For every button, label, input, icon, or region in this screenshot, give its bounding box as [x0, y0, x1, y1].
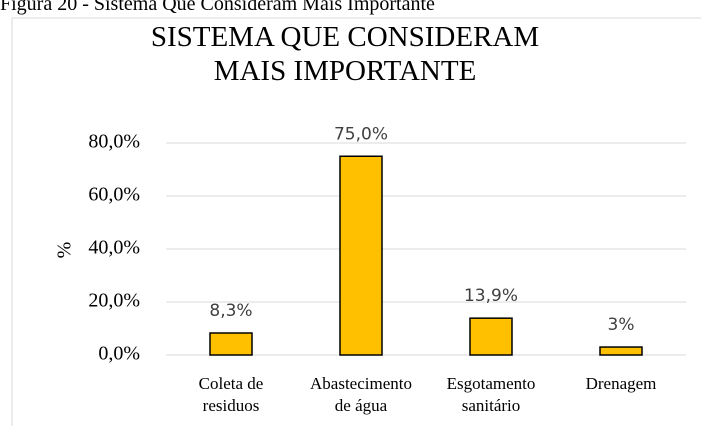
- y-axis-label: %: [54, 242, 76, 259]
- bar: [339, 155, 383, 356]
- data-label: 3%: [608, 315, 635, 335]
- y-tick-label: 20,0%: [88, 290, 140, 312]
- x-tick-label: sanitário: [462, 396, 521, 415]
- y-tick-label: 60,0%: [88, 184, 140, 206]
- bar: [209, 332, 253, 356]
- chart-title: SISTEMA QUE CONSIDERAM MAIS IMPORTANTE: [150, 21, 540, 87]
- x-tick-label: Abastecimento: [310, 374, 412, 393]
- bar: [469, 317, 513, 356]
- data-label: 75,0%: [334, 124, 388, 144]
- x-tick-label: Drenagem: [586, 374, 657, 393]
- x-tick-label: Esgotamento: [447, 374, 536, 393]
- figure-caption: Figura 20 - Sistema Que Consideram Mais …: [0, 0, 435, 15]
- chart-border: [11, 17, 701, 426]
- data-label: 13,9%: [464, 286, 518, 306]
- x-tick-label: Coleta de: [199, 374, 264, 393]
- bar: [599, 346, 643, 356]
- x-tick-label: de água: [335, 396, 388, 415]
- y-tick-label: 40,0%: [88, 237, 140, 259]
- y-tick-label: 0,0%: [98, 343, 140, 365]
- y-tick-label: 80,0%: [88, 131, 140, 153]
- x-tick-label: residuos: [203, 396, 260, 415]
- data-label: 8,3%: [209, 301, 252, 321]
